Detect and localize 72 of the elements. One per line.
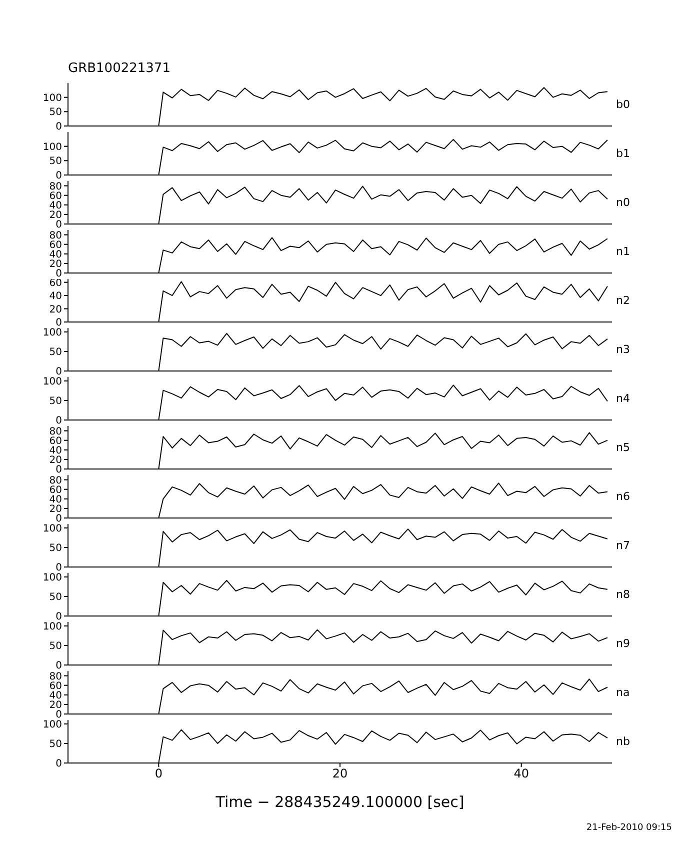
y-tick-label: 100 [42, 719, 62, 730]
y-tick-label: 20 [49, 454, 62, 466]
y-tick-label: 50 [49, 347, 62, 358]
series-label: nb [616, 734, 630, 748]
y-tick-label: 50 [49, 396, 62, 408]
y-tick-label: 100 [42, 523, 62, 534]
series-label: n3 [616, 342, 630, 356]
y-tick-label: 50 [49, 156, 62, 168]
series-label: n9 [616, 636, 630, 650]
y-tick-label: 0 [56, 318, 62, 329]
series-label: n0 [616, 196, 630, 208]
y-tick-label: 0 [56, 268, 62, 280]
y-tick-label: 0 [56, 464, 62, 476]
series-label: na [616, 686, 630, 698]
y-tick-label: 50 [49, 543, 62, 554]
y-tick-label: 20 [49, 304, 62, 316]
y-tick-label: 0 [56, 710, 62, 721]
y-tick-label: 60 [49, 240, 62, 251]
series-label: n6 [616, 490, 630, 502]
y-tick-label: 80 [49, 230, 62, 242]
x-axis-title: Time − 288435249.100000 [sec] [214, 793, 466, 811]
y-tick-label: 0 [56, 220, 62, 231]
x-tick-label: 20 [332, 766, 348, 781]
y-tick-label: 0 [56, 562, 62, 574]
y-tick-label: 60 [49, 484, 62, 496]
y-tick-label: 60 [49, 436, 62, 447]
y-tick-label: 60 [49, 190, 62, 202]
y-tick-label: 0 [56, 122, 62, 133]
y-tick-label: 0 [56, 366, 62, 378]
y-tick-label: 0 [56, 514, 62, 525]
series-label: n8 [616, 588, 630, 600]
y-tick-label: 80 [49, 475, 62, 486]
y-tick-label: 0 [56, 416, 62, 427]
series-label: n1 [616, 244, 630, 258]
y-tick-label: 50 [49, 107, 62, 118]
y-tick-label: 100 [42, 572, 62, 584]
y-tick-label: 0 [56, 170, 62, 182]
series-label: n7 [616, 538, 630, 552]
y-tick-label: 100 [42, 142, 62, 153]
text: 21-Feb-2010 09:15 [586, 823, 672, 833]
series-label: b1 [616, 146, 630, 160]
y-tick-label: 100 [42, 327, 62, 338]
y-tick-label: 60 [49, 680, 62, 692]
y-tick-label: 20 [49, 504, 62, 515]
y-tick-label: 20 [49, 258, 62, 270]
y-tick-label: 100 [42, 376, 62, 388]
x-tick-label: 0 [154, 766, 162, 781]
y-tick-label: 80 [49, 671, 62, 682]
y-tick-label: 40 [49, 200, 62, 212]
series-label: n5 [616, 440, 630, 454]
y-tick-label: 40 [49, 291, 62, 302]
y-tick-label: 40 [49, 249, 62, 260]
y-tick-label: 100 [42, 621, 62, 632]
y-tick-label: 40 [49, 690, 62, 702]
series-label: b0 [616, 98, 630, 110]
y-tick-label: 50 [49, 592, 62, 604]
y-tick-label: 0 [56, 660, 62, 672]
y-tick-label: 50 [49, 641, 62, 652]
chart-title: GRB100221371 [68, 61, 170, 76]
y-tick-label: 100 [42, 92, 62, 104]
y-tick-label: 20 [49, 210, 62, 221]
y-tick-label: 50 [49, 739, 62, 750]
x-tick-label: 40 [514, 766, 529, 781]
y-tick-label: 80 [49, 426, 62, 438]
y-tick-label: 40 [49, 494, 62, 506]
y-tick-label: 20 [49, 700, 62, 711]
series-label: n2 [616, 294, 630, 306]
y-tick-label: 0 [56, 612, 62, 623]
y-tick-label: 0 [56, 758, 62, 770]
series-label: n4 [616, 392, 630, 404]
y-tick-label: 80 [49, 181, 62, 192]
y-tick-label: 40 [49, 445, 62, 456]
